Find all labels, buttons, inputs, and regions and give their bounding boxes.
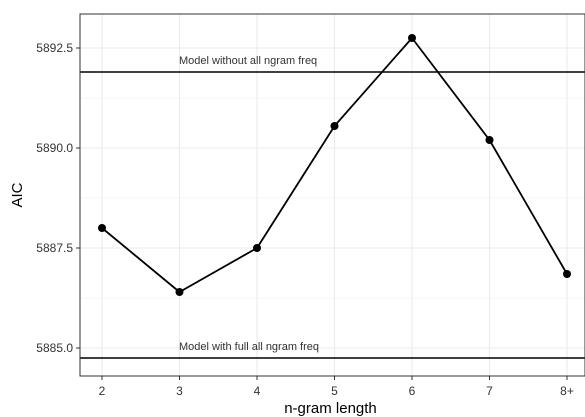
- x-tick-label: 8+: [560, 384, 574, 398]
- data-point-8+: [563, 270, 571, 278]
- reference-lines: Model without all ngram freq Model with f…: [80, 55, 585, 359]
- data-point-4: [253, 244, 261, 252]
- plot-panel-border: [79, 13, 585, 377]
- minor-gridlines: [80, 97, 585, 299]
- data-point-6: [408, 34, 416, 42]
- y-axis-title: AIC: [9, 182, 26, 207]
- data-point-3: [175, 288, 184, 296]
- x-tick-label: 2: [99, 384, 106, 398]
- x-tick-label: 4: [254, 384, 261, 398]
- x-tick-label: 5: [331, 384, 338, 398]
- y-axis-ticks: 5885.0 5887.5 5890.0 5892.5: [36, 41, 80, 355]
- y-tick-label: 5890.0: [36, 141, 73, 155]
- major-gridlines: [80, 14, 585, 376]
- y-tick-label: 5892.5: [36, 41, 73, 55]
- x-tick-label: 3: [176, 384, 183, 398]
- data-point-5: [330, 122, 339, 130]
- x-axis-title: n-gram length: [284, 400, 377, 417]
- series-layer: [98, 34, 571, 296]
- data-point-2: [98, 224, 106, 232]
- x-tick-label: 7: [486, 384, 493, 398]
- x-tick-label: 6: [409, 384, 416, 398]
- reference-label-2: Model with full all ngram freq: [179, 341, 319, 353]
- x-axis-ticks: 2 3 4 5 6 7 8+: [99, 376, 574, 398]
- y-tick-label: 5885.0: [36, 341, 73, 355]
- y-tick-label: 5887.5: [36, 241, 73, 255]
- reference-label-1: Model without all ngram freq: [179, 55, 317, 67]
- data-point-7: [485, 136, 494, 144]
